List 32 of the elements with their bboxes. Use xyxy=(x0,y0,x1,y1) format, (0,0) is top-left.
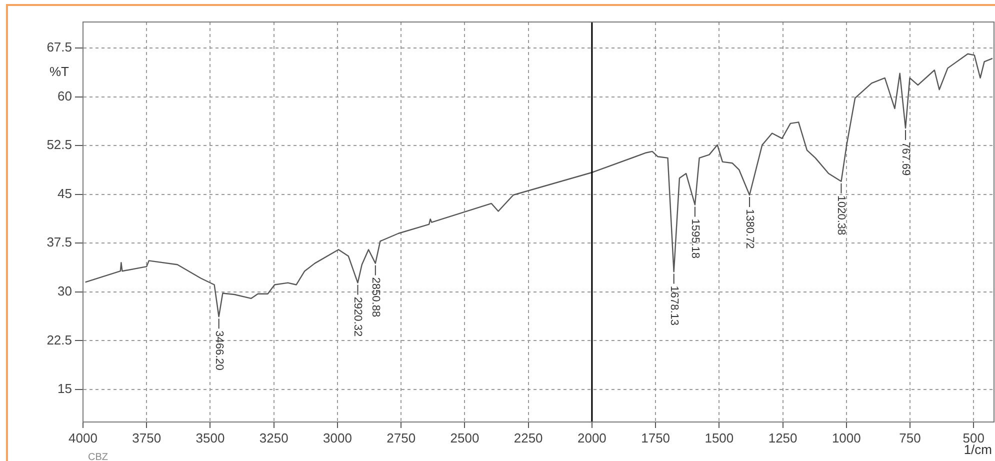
y-tick-label: 22.5 xyxy=(46,332,72,348)
y-tick-label: 15 xyxy=(58,381,72,396)
y-tick-label: 37.5 xyxy=(46,234,72,250)
text: CBZ xyxy=(88,452,108,461)
x-tick-label: 1500 xyxy=(704,430,734,446)
x-tick-label: 3750 xyxy=(132,430,162,446)
x-tick-label: 1750 xyxy=(641,430,670,446)
x-tick-label: 3500 xyxy=(196,430,225,446)
x-tick-label: 4000 xyxy=(68,430,98,446)
x-tick-label: 2250 xyxy=(514,430,543,446)
annotation: 2850.88 xyxy=(369,277,382,318)
annotation: 1678.13 xyxy=(668,286,680,326)
x-tick-label: 2500 xyxy=(450,430,480,446)
y-axis-title: %T xyxy=(50,64,70,79)
x-tick-label: 1250 xyxy=(768,430,798,446)
x-tick-label: 3000 xyxy=(323,430,352,446)
y-tick-label: 60 xyxy=(58,88,72,104)
annotation: 1020.38 xyxy=(835,195,848,236)
x-tick-label: 1000 xyxy=(832,430,861,446)
x-tick-label: 750 xyxy=(899,430,921,446)
annotation: 1380.72 xyxy=(743,209,756,249)
x-tick-label: 3250 xyxy=(259,430,288,446)
y-tick-label: 30 xyxy=(58,283,72,298)
annotation: 3466.20 xyxy=(212,330,225,370)
annotation: 1595.18 xyxy=(688,218,701,259)
y-tick-label: 67.5 xyxy=(46,40,72,55)
y-tick-label: 52.5 xyxy=(46,137,72,152)
annotation: 2920.32 xyxy=(352,296,364,337)
x-tick-label: 2750 xyxy=(386,430,416,446)
annotation: 767.69 xyxy=(899,142,912,176)
y-tick-label: 45 xyxy=(58,186,72,201)
x-tick-label: 2000 xyxy=(577,430,606,446)
